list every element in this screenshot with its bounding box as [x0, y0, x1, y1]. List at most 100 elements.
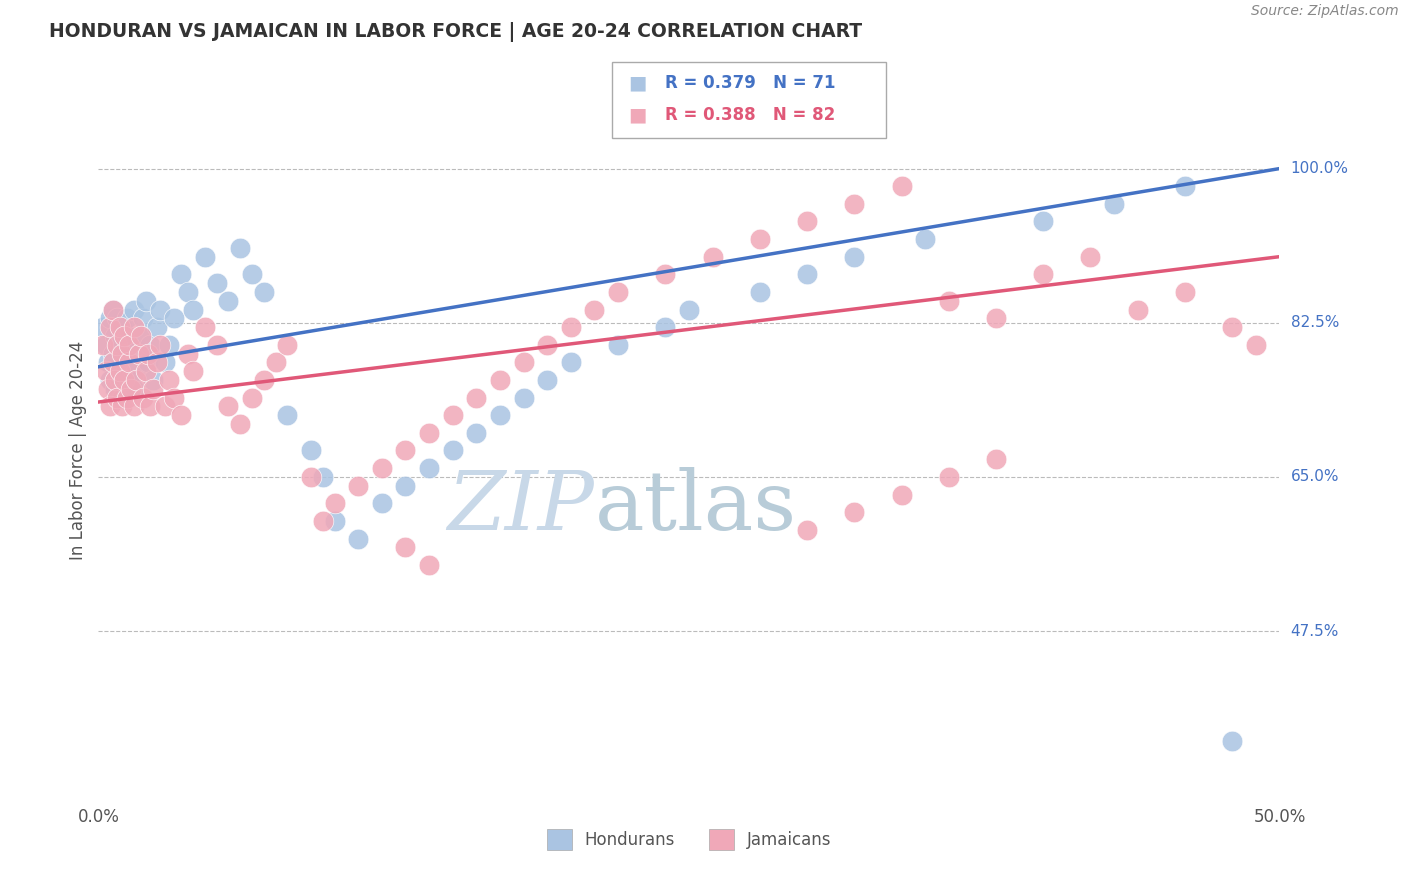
Point — [122, 382, 145, 396]
Point — [132, 311, 155, 326]
Point — [142, 382, 165, 396]
Point — [1220, 320, 1243, 334]
Point — [135, 364, 157, 378]
Point — [394, 541, 416, 555]
Point — [146, 320, 169, 334]
Point — [153, 400, 176, 414]
Point — [115, 391, 138, 405]
Point — [157, 337, 180, 351]
Point — [118, 337, 141, 351]
Point — [418, 425, 440, 440]
Point — [98, 320, 121, 334]
Point — [122, 320, 145, 334]
Point — [139, 337, 162, 351]
Point — [115, 311, 138, 326]
Point — [111, 400, 134, 414]
Point — [702, 250, 724, 264]
Point — [560, 320, 582, 334]
Point — [465, 425, 488, 440]
Point — [194, 320, 217, 334]
Point — [98, 400, 121, 414]
Point — [98, 373, 121, 387]
Point — [512, 391, 534, 405]
Point — [441, 443, 464, 458]
Point — [101, 346, 124, 360]
Point — [1032, 214, 1054, 228]
Text: atlas: atlas — [595, 467, 797, 547]
Point — [108, 364, 131, 378]
Point — [121, 337, 143, 351]
Point — [104, 373, 127, 387]
Point — [97, 355, 120, 369]
Point — [264, 355, 287, 369]
Point — [240, 268, 263, 282]
Point — [177, 285, 200, 299]
Point — [229, 241, 252, 255]
Point — [217, 400, 239, 414]
Point — [142, 373, 165, 387]
Text: HONDURAN VS JAMAICAN IN LABOR FORCE | AGE 20-24 CORRELATION CHART: HONDURAN VS JAMAICAN IN LABOR FORCE | AG… — [49, 22, 862, 42]
Point — [111, 346, 134, 360]
Point — [1174, 179, 1197, 194]
Point — [347, 532, 370, 546]
Point — [122, 302, 145, 317]
Point — [394, 478, 416, 492]
Point — [125, 364, 148, 378]
Point — [136, 346, 159, 360]
Point — [844, 505, 866, 519]
Point — [177, 346, 200, 360]
Point — [607, 285, 630, 299]
Point — [108, 337, 131, 351]
Point — [276, 337, 298, 351]
Point — [181, 364, 204, 378]
Point — [299, 443, 322, 458]
Point — [170, 408, 193, 422]
Point — [796, 268, 818, 282]
Point — [938, 470, 960, 484]
Point — [418, 461, 440, 475]
Point — [512, 355, 534, 369]
Point — [118, 355, 141, 369]
Point — [418, 558, 440, 572]
Point — [1126, 302, 1149, 317]
Point — [101, 302, 124, 317]
Point — [112, 329, 135, 343]
Point — [1080, 250, 1102, 264]
Point — [101, 302, 124, 317]
Text: R = 0.379   N = 71: R = 0.379 N = 71 — [665, 74, 835, 92]
Point — [194, 250, 217, 264]
Point — [105, 337, 128, 351]
Point — [1220, 734, 1243, 748]
Point — [112, 373, 135, 387]
Point — [465, 391, 488, 405]
Point — [149, 302, 172, 317]
Point — [678, 302, 700, 317]
Point — [844, 250, 866, 264]
Point — [205, 337, 228, 351]
Point — [121, 382, 143, 396]
Point — [105, 311, 128, 326]
Point — [253, 373, 276, 387]
Point — [125, 373, 148, 387]
Text: 100.0%: 100.0% — [1291, 161, 1348, 176]
Point — [1102, 196, 1125, 211]
Point — [153, 355, 176, 369]
Text: R = 0.388   N = 82: R = 0.388 N = 82 — [665, 106, 835, 124]
Point — [312, 514, 335, 528]
Point — [347, 478, 370, 492]
Point — [181, 302, 204, 317]
Text: ■: ■ — [628, 105, 647, 124]
Text: ■: ■ — [628, 73, 647, 92]
Point — [139, 400, 162, 414]
Point — [163, 311, 186, 326]
Point — [205, 276, 228, 290]
Point — [118, 373, 141, 387]
Point — [105, 364, 128, 378]
Point — [157, 373, 180, 387]
Point — [217, 293, 239, 308]
Point — [654, 320, 676, 334]
Point — [489, 408, 512, 422]
Point — [111, 391, 134, 405]
Point — [91, 320, 114, 334]
Point — [371, 496, 394, 510]
